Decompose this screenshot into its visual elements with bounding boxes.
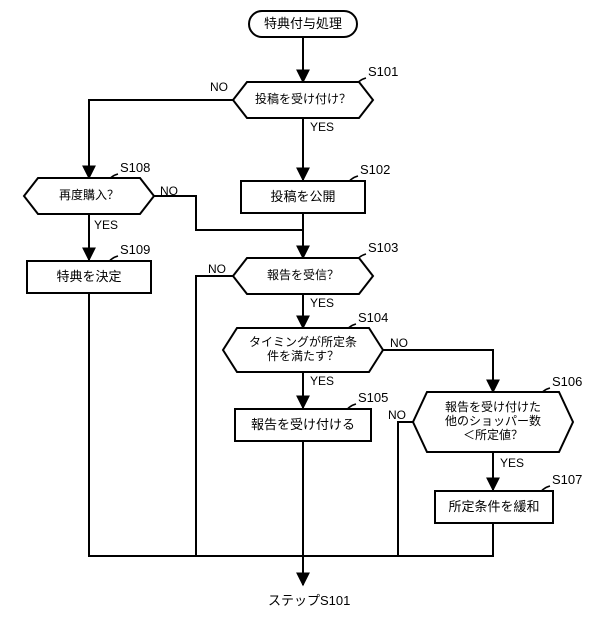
- node-s109: 特典を決定: [26, 260, 152, 294]
- node-label-s108: 再度購入？: [24, 178, 154, 214]
- node-s103: 報告を受信？: [233, 258, 373, 294]
- node-label-s101: 投稿を受け付け？: [233, 82, 373, 118]
- node-s104: タイミングが所定条件を満たす？: [223, 328, 383, 372]
- node-label-s107: 所定条件を緩和: [448, 499, 539, 515]
- step-label-s105: S105: [358, 390, 388, 405]
- step-label-s103: S103: [368, 240, 398, 255]
- label-s108_no: NO: [160, 184, 178, 198]
- label-s103_no: NO: [208, 262, 226, 276]
- label-s104_no: NO: [390, 336, 408, 350]
- step-label-s106: S106: [552, 374, 582, 389]
- label-s108_yes: YES: [94, 218, 118, 232]
- node-s102: 投稿を公開: [240, 180, 366, 214]
- step-label-s102: S102: [360, 162, 390, 177]
- node-label-s102: 投稿を公開: [270, 189, 335, 205]
- node-label-s106: 報告を受け付けた他のショッパー数＜所定値？: [413, 392, 573, 452]
- step-label-s107: S107: [552, 472, 582, 487]
- flowchart-canvas: 特典付与処理投稿を受け付け？ S101 再度購入？ S108 投稿を公開 S102 特典を決…: [0, 0, 591, 622]
- label-s101_yes: YES: [310, 120, 334, 134]
- node-label-s104: タイミングが所定条件を満たす？: [223, 328, 383, 372]
- edge-2: [89, 100, 233, 178]
- edge-11: [303, 422, 413, 556]
- node-label-start: 特典付与処理: [264, 16, 342, 32]
- label-s106_yes: YES: [500, 456, 524, 470]
- node-label-s105: 報告を受け付ける: [251, 417, 355, 433]
- node-s101: 投稿を受け付け？: [233, 82, 373, 118]
- step-label-s108: S108: [120, 160, 150, 175]
- node-label-s109: 特典を決定: [56, 269, 121, 285]
- node-start: 特典付与処理: [248, 10, 358, 38]
- label-footer: ステップS101: [268, 590, 350, 609]
- step-label-s101: S101: [368, 64, 398, 79]
- step-label-s104: S104: [358, 310, 388, 325]
- label-s106_no: NO: [388, 408, 406, 422]
- node-s106: 報告を受け付けた他のショッパー数＜所定値？: [413, 392, 573, 452]
- node-s105: 報告を受け付ける: [234, 408, 372, 442]
- step-label-s109: S109: [120, 242, 150, 257]
- node-label-s103: 報告を受信？: [233, 258, 373, 294]
- label-s101_no: NO: [210, 80, 228, 94]
- label-s104_yes: YES: [310, 374, 334, 388]
- node-s108: 再度購入？: [24, 178, 154, 214]
- node-s107: 所定条件を緩和: [434, 490, 554, 524]
- label-s103_yes: YES: [310, 296, 334, 310]
- edge-8: [383, 350, 493, 392]
